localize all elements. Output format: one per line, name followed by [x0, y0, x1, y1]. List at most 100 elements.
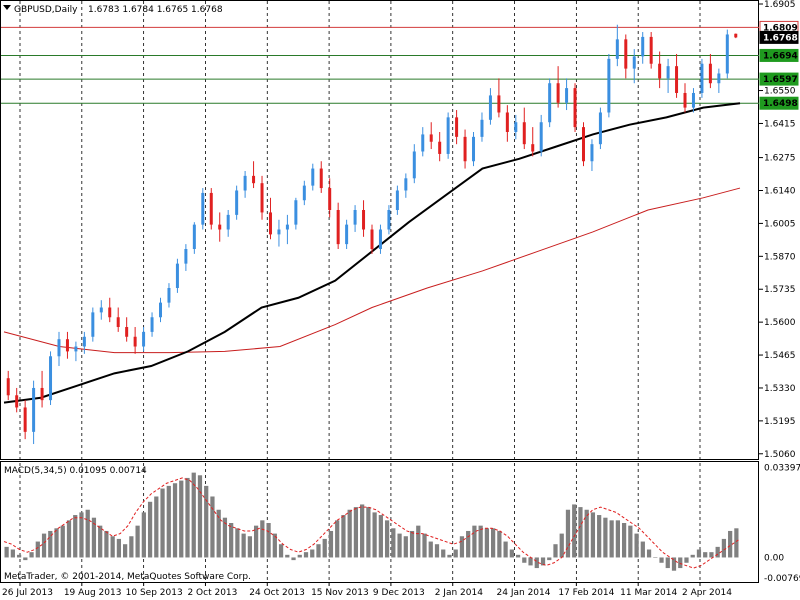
y-tick-label: 1.5330 [764, 384, 796, 394]
candlestick [675, 53, 679, 98]
candle-body [590, 144, 594, 162]
candle-body [548, 83, 552, 123]
candle-body [353, 209, 357, 225]
candlestick [6, 370, 10, 401]
macd-bar [347, 509, 352, 558]
candlestick [57, 331, 61, 367]
candle-body [150, 317, 154, 332]
candlestick [522, 107, 526, 150]
macd-bar [572, 504, 577, 558]
candle-body [480, 119, 484, 137]
candle-body [455, 117, 459, 137]
macd-bar [578, 507, 583, 558]
candlestick [438, 131, 442, 162]
macd-bar [4, 546, 9, 558]
macd-bar [310, 549, 315, 558]
macd-bar [528, 557, 533, 566]
candle-body [302, 185, 306, 201]
candle-body [192, 224, 196, 250]
y-tick-label: 1.6415 [764, 119, 796, 129]
candlestick [556, 66, 560, 108]
candle-body [345, 224, 349, 245]
x-tick-label: 24 Jan 2014 [497, 588, 551, 598]
candle-body [260, 183, 264, 213]
macd-bar [154, 496, 159, 558]
macd-bar [166, 485, 171, 558]
candle-body [675, 66, 679, 93]
candlestick [446, 112, 450, 159]
macd-y-tick-label: 0.00 [764, 553, 784, 563]
macd-bar [179, 480, 184, 558]
candlestick [243, 170, 247, 198]
macd-bar [491, 528, 496, 558]
candle-body [23, 407, 27, 432]
macd-bar [328, 530, 334, 558]
candle-body [167, 288, 171, 303]
candle-body [285, 224, 289, 230]
ohlc-label: 1.6783 1.6784 1.6765 1.6768 [88, 5, 223, 15]
candlestick [150, 312, 154, 337]
y-tick-label: 1.5465 [764, 351, 796, 361]
candle-body [708, 63, 712, 84]
candle-body [82, 336, 86, 347]
candle-body [497, 95, 501, 113]
macd-bar [10, 549, 15, 558]
y-tick-label: 1.6275 [764, 154, 796, 164]
macd-bar [553, 544, 558, 558]
candle-body [573, 88, 577, 128]
macd-bar [503, 541, 508, 558]
candlestick [268, 197, 272, 240]
candle-body [133, 336, 137, 347]
candlestick [488, 88, 492, 125]
macd-y-tick-label: 0.03397 [764, 463, 800, 473]
macd-bar [316, 544, 321, 558]
candlestick [226, 209, 230, 237]
candle-body [99, 307, 103, 313]
macd-bar [73, 515, 78, 558]
price-tag-label: 1.6809 [763, 23, 798, 33]
candlestick [362, 200, 366, 237]
candle-body [277, 229, 281, 235]
candle-body [531, 144, 535, 152]
collapse-arrow-icon[interactable] [3, 5, 11, 10]
macd-bar [60, 525, 65, 558]
price-tag: 1.6809 [759, 20, 799, 34]
macd-bar [222, 517, 228, 558]
candle-body [235, 190, 239, 215]
macd-bar [453, 549, 458, 558]
candlestick [82, 331, 86, 354]
candlestick [666, 58, 670, 93]
price-tag: 1.6597 [759, 72, 799, 86]
candle-body [91, 312, 95, 337]
candle-body [404, 178, 408, 191]
macd-bar [522, 557, 527, 563]
macd-bar [565, 509, 571, 558]
y-tick-label: 1.5735 [764, 285, 796, 295]
candlestick [23, 400, 27, 440]
macd-bar [422, 533, 427, 558]
candlestick [65, 331, 69, 359]
macd-bar [484, 528, 490, 558]
candlestick [565, 78, 569, 111]
slow-moving-average [3, 187, 741, 354]
y-tick-label: 1.5195 [764, 417, 796, 427]
macd-bar [185, 477, 190, 558]
macd-bar [35, 541, 40, 558]
candle-body [734, 33, 738, 38]
macd-bar [278, 544, 284, 558]
macd-bar [559, 533, 564, 558]
candlestick [235, 185, 239, 220]
candlestick [184, 244, 188, 271]
macd-bar [678, 557, 683, 569]
candle-body [32, 387, 36, 432]
macd-bar [210, 496, 215, 558]
candlestick [15, 387, 19, 413]
candlestick [167, 283, 171, 308]
macd-bar [23, 557, 28, 561]
y-tick-label: 1.6005 [764, 219, 796, 229]
candlestick [514, 114, 518, 140]
macd-bar [303, 552, 309, 558]
macd-bar [534, 557, 539, 569]
